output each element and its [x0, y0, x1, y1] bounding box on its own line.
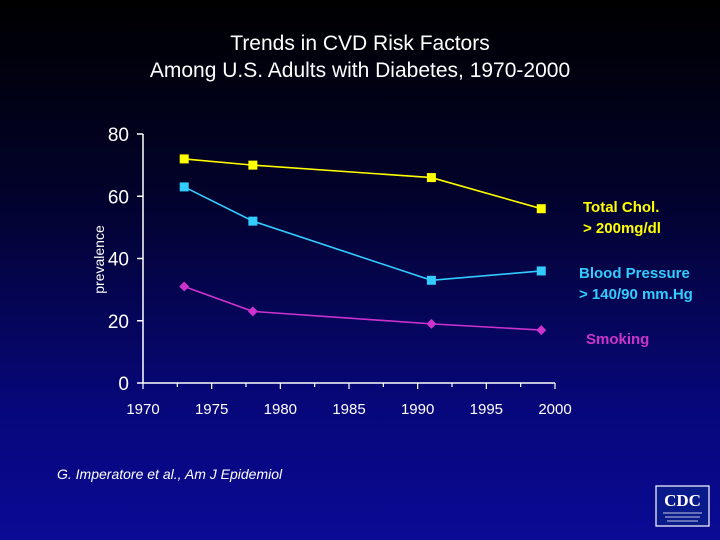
series-line [183, 186, 542, 282]
data-point-diamond [536, 325, 547, 336]
y-tick-label: 60 [108, 187, 129, 208]
data-point-square [536, 204, 546, 214]
data-point-diamond [247, 306, 258, 317]
x-tick-label: 2000 [538, 401, 571, 418]
x-tick-label: 1980 [264, 401, 297, 418]
x-tick-label: 1970 [126, 401, 159, 418]
data-point-diamond [426, 318, 437, 329]
y-tick-label: 40 [108, 250, 129, 271]
data-point-square [536, 266, 546, 276]
data-point-square [426, 173, 436, 183]
cdc-logo: CDC [655, 485, 710, 527]
x-tick-label: 1985 [332, 401, 365, 418]
chart-title: Trends in CVD Risk Factors Among U.S. Ad… [0, 30, 720, 84]
y-tick-label: 20 [108, 312, 129, 333]
chart-title-line-1: Trends in CVD Risk Factors [230, 32, 490, 55]
data-point-square [179, 154, 189, 164]
series-label-line: > 200mg/dl [583, 220, 661, 237]
x-tick-label: 1990 [401, 401, 434, 418]
series-label: Smoking [586, 331, 649, 348]
y-tick-label: 80 [108, 125, 129, 146]
series-label: Total Chol. > 200mg/dl [583, 199, 661, 237]
series-line [183, 285, 542, 331]
x-tick-label: 1975 [195, 401, 228, 418]
y-tick-label: 0 [118, 374, 129, 395]
series-label-line: Total Chol. [583, 199, 659, 216]
series-label-line: Blood Pressure [579, 265, 690, 282]
data-point-square [248, 216, 258, 226]
series-label: Blood Pressure > 140/90 mm.Hg [579, 265, 693, 303]
y-axis-label: prevalence [91, 225, 107, 294]
series-label-line: > 140/90 mm.Hg [579, 286, 693, 303]
series-label-line: Smoking [586, 331, 649, 348]
cdc-logo-text: CDC [664, 491, 701, 510]
citation: G. Imperatore et al., Am J Epidemiol [57, 466, 283, 482]
data-point-square [426, 275, 436, 285]
chart-title-line-2: Among U.S. Adults with Diabetes, 1970-20… [149, 59, 571, 82]
data-point-square [179, 182, 189, 192]
data-point-square [248, 160, 258, 170]
x-tick-label: 1995 [470, 401, 503, 418]
series-line [184, 158, 542, 210]
data-point-diamond [179, 281, 190, 292]
